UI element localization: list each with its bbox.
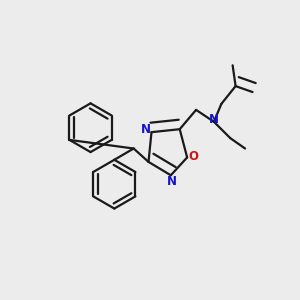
Text: N: N: [209, 113, 219, 126]
Text: N: N: [167, 175, 177, 188]
Text: N: N: [141, 123, 151, 136]
Text: O: O: [189, 150, 199, 163]
